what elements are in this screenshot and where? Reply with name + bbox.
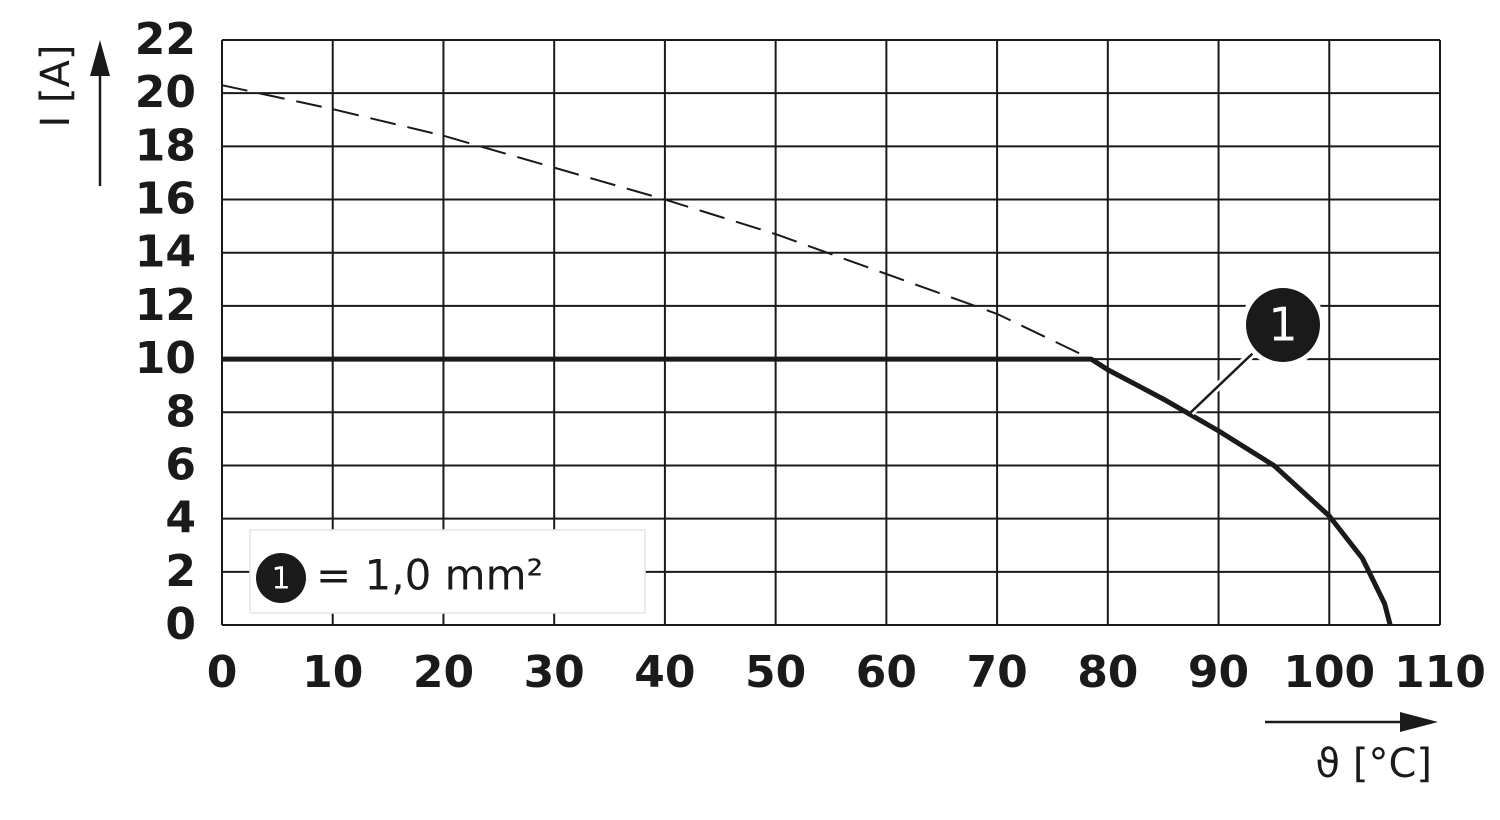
y-tick-label: 10	[135, 333, 196, 384]
x-tick-label: 60	[856, 647, 917, 698]
y-tick-label: 12	[135, 280, 196, 331]
legend-marker-text: 1	[271, 562, 290, 597]
x-tick-label: 80	[1077, 647, 1138, 698]
legend-box	[249, 529, 646, 614]
line	[222, 356, 1393, 626]
y-tick-label: 22	[135, 14, 196, 65]
y-axis-label: I [A]	[33, 44, 79, 127]
y-tick-label: 2	[165, 546, 196, 597]
dashed-line	[221, 84, 1092, 360]
x-tick-label: 100	[1283, 647, 1375, 698]
x-axis-label: ϑ [°C]	[1315, 741, 1432, 787]
x-tick-label: 0	[207, 647, 238, 698]
y-tick-label: 18	[135, 120, 196, 171]
y-tick-label: 8	[165, 386, 196, 437]
y-tick-label: 6	[165, 439, 196, 490]
y-tick-label: 0	[165, 599, 196, 650]
y-tick-label: 16	[135, 174, 196, 225]
x-axis-arrow	[1265, 712, 1438, 732]
x-tick-label: 70	[966, 647, 1027, 698]
y-tick-label: 20	[135, 67, 196, 118]
x-tick-label: 20	[413, 647, 474, 698]
y-tick-label: 4	[165, 493, 196, 544]
legend-marker	[256, 553, 306, 603]
x-tick-label: 90	[1188, 647, 1249, 698]
legend-label: = 1,0 mm²	[316, 551, 543, 600]
x-tick-label: 40	[634, 647, 695, 698]
x-tick-label: 30	[524, 647, 585, 698]
x-tick-label: 50	[745, 647, 806, 698]
callout-text: 1	[1268, 298, 1297, 352]
callout-circle	[1246, 288, 1320, 362]
y-axis-arrow	[90, 40, 110, 186]
x-tick-label: 110	[1394, 647, 1486, 698]
x-tick-label: 10	[302, 647, 363, 698]
leader-line	[1190, 352, 1254, 414]
y-tick-label: 14	[135, 227, 196, 278]
